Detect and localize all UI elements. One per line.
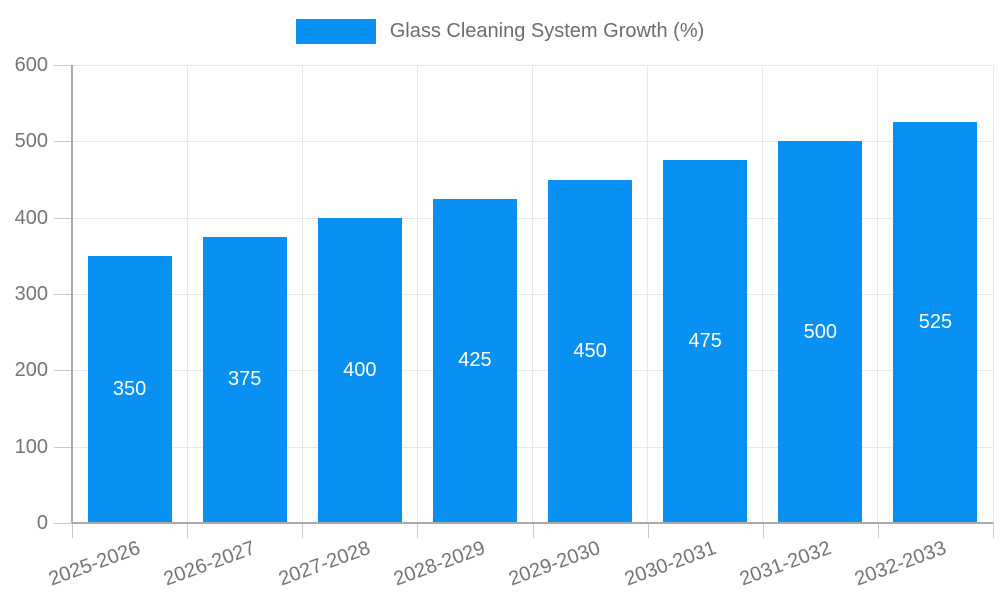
bar-2031-2032[interactable]: 500 [778, 141, 863, 523]
x-axis-label: 2030-2031 [621, 537, 719, 591]
y-tick-label: 200 [14, 359, 48, 382]
y-tick-mark [54, 65, 72, 66]
y-axis-line [71, 65, 73, 523]
v-gridline [416, 65, 418, 523]
x-axis-line [72, 522, 993, 524]
bar-value-label: 500 [803, 320, 837, 343]
v-gridline [647, 65, 649, 523]
legend-swatch [295, 19, 376, 44]
x-axis-label: 2032-2033 [851, 537, 949, 591]
plot-area: 350 375 400 425 450 475 500 525 [71, 65, 994, 524]
v-gridline [762, 65, 764, 523]
y-tick-label: 300 [14, 283, 48, 305]
x-tick-mark [532, 523, 534, 538]
bar-value-label: 525 [918, 311, 953, 334]
x-tick-mark [877, 523, 879, 538]
x-axis-label: 2031-2032 [736, 537, 834, 591]
x-axis-label: 2027-2028 [275, 537, 374, 591]
bar-2026-2027[interactable]: 375 [202, 236, 287, 523]
y-tick-label: 600 [14, 54, 48, 76]
bar-2032-2033[interactable]: 525 [893, 122, 978, 523]
v-gridline [877, 65, 879, 523]
bar-2028-2029[interactable]: 425 [432, 198, 517, 523]
x-tick-mark [647, 523, 649, 538]
bar-2029-2030[interactable]: 450 [548, 179, 633, 523]
x-tick-mark [302, 523, 304, 538]
v-gridline [532, 65, 533, 523]
x-tick-mark [187, 523, 189, 538]
x-axis-label: 2028-2029 [391, 537, 489, 591]
x-tick-mark [72, 523, 73, 538]
x-axis-label: 2029-2030 [506, 537, 604, 591]
y-tick-label: 400 [14, 206, 48, 229]
x-axis-label: 2026-2027 [160, 537, 259, 591]
y-tick-mark [54, 446, 72, 448]
y-tick-mark [54, 141, 72, 143]
y-tick-label: 100 [14, 435, 48, 458]
bar-value-label: 475 [688, 330, 722, 353]
v-gridline [186, 65, 188, 523]
bar-value-label: 425 [458, 349, 492, 372]
bar-value-label: 350 [112, 377, 147, 400]
y-tick-mark [54, 370, 72, 372]
v-gridline [301, 65, 303, 523]
x-tick-mark [417, 523, 419, 538]
bar-2030-2031[interactable]: 475 [663, 160, 748, 523]
x-axis-label: 2025-2026 [45, 537, 144, 591]
y-tick-label: 0 [36, 512, 48, 534]
y-tick-mark [54, 217, 72, 219]
legend-label: Glass Cleaning System Growth (%) [389, 20, 705, 42]
bar-2027-2028[interactable]: 400 [317, 217, 402, 523]
x-tick-mark [993, 523, 994, 538]
y-tick-mark [54, 294, 72, 295]
chart-legend[interactable]: Glass Cleaning System Growth (%) [0, 19, 1000, 44]
v-gridline [992, 65, 994, 523]
bar-value-label: 400 [343, 358, 377, 381]
bar-value-label: 450 [573, 339, 607, 362]
bar-2025-2026[interactable]: 350 [87, 255, 172, 523]
bar-value-label: 375 [227, 368, 262, 391]
x-tick-mark [762, 523, 764, 538]
y-tick-mark [54, 523, 72, 524]
y-tick-label: 500 [14, 130, 48, 153]
